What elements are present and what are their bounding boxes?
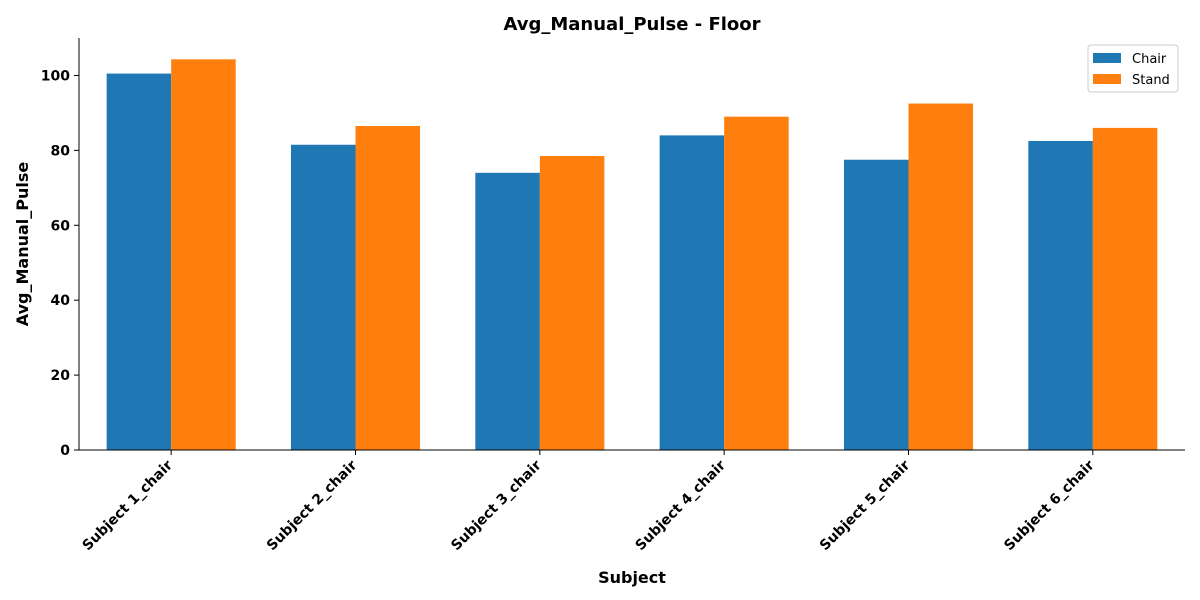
bar-stand-4 — [724, 116, 789, 451]
x-tick-label: Subject 6_chair — [1001, 457, 1098, 554]
y-tick-label: 20 — [51, 368, 71, 384]
y-axis: 0 20 40 60 80 100 — [41, 38, 80, 459]
x-tick-label: Subject 2_chair — [264, 457, 361, 554]
bar-stand-2 — [355, 126, 421, 450]
x-tick-label: Subject 4_chair — [633, 457, 730, 554]
bar-stand-5 — [908, 103, 974, 450]
x-axis: Subject 1_chair Subject 2_chair Subject 3_… — [79, 449, 1185, 554]
legend: Chair Stand — [1087, 44, 1179, 93]
bar-stand-3 — [539, 155, 605, 450]
x-tick-label: Subject 1_chair — [80, 457, 177, 554]
bar-chair-6 — [1028, 141, 1093, 450]
bar-chair-4 — [659, 135, 725, 450]
chart-title: Avg_Manual_Pulse - Floor — [503, 14, 760, 35]
bar-chair-1 — [106, 73, 172, 450]
y-tick-label: 80 — [51, 143, 71, 159]
bar-stand-6 — [1092, 127, 1158, 451]
bar-stand-1 — [171, 59, 236, 450]
bar-chair-3 — [475, 172, 540, 450]
x-tick-label: Subject 5_chair — [817, 457, 914, 554]
legend-label-stand: Stand — [1132, 73, 1170, 88]
y-tick-label: 40 — [51, 293, 71, 309]
legend-label-chair: Chair — [1132, 52, 1167, 67]
bar-chair-2 — [290, 144, 356, 450]
bar-chair-5 — [843, 159, 909, 450]
y-tick-label: 60 — [51, 218, 71, 234]
y-tick-label: 100 — [41, 68, 70, 84]
legend-swatch-stand — [1093, 74, 1121, 84]
x-tick-label: Subject 3_chair — [448, 457, 545, 554]
y-tick-label: 0 — [60, 443, 70, 459]
x-axis-label: Subject — [598, 568, 666, 587]
legend-swatch-chair — [1093, 53, 1121, 63]
y-axis-label: Avg_Manual_Pulse — [13, 162, 32, 327]
bars — [106, 59, 1158, 451]
